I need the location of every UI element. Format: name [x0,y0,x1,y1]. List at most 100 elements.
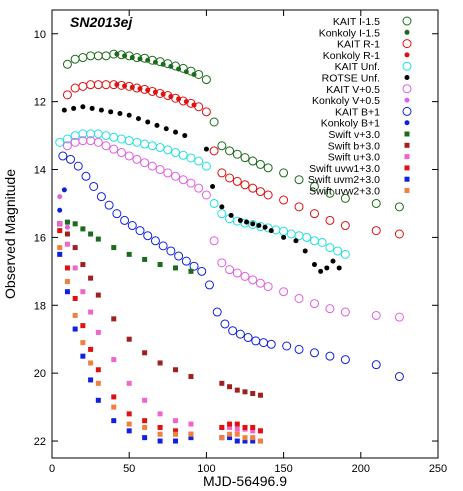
data-point [259,338,269,348]
data-point [95,329,101,335]
data-point [88,377,94,383]
data-point [178,175,188,185]
data-point [225,265,235,275]
axis-ticks: 0 50 100 150 200 250 10 12 14 16 18 20 22 [34,10,447,475]
data-point [281,234,287,240]
data-point [263,163,273,173]
legend-label: KAIT Unf. [335,61,380,73]
data-point [142,424,148,430]
data-point [324,265,330,271]
data-point [163,126,169,132]
legend-marker [404,120,410,126]
data-point [325,304,335,314]
data-point [109,132,119,142]
data-point [174,251,184,261]
data-point [234,421,240,427]
data-point [173,438,179,444]
legend-label: Konkoly V+0.5 [312,95,380,107]
data-point [257,438,263,444]
data-point [340,307,350,317]
data-point [112,209,122,219]
data-point [132,154,142,164]
data-point [98,107,104,113]
data-point [248,275,258,285]
legend-marker [404,142,410,148]
data-point [250,428,256,434]
data-point [340,355,350,365]
y-tick-label: 10 [34,29,46,41]
data-point [176,96,182,102]
data-point [64,231,70,237]
data-point [256,223,262,229]
data-point [268,228,274,234]
legend-marker [402,84,412,94]
x-tick-label: 200 [352,463,370,475]
data-point [251,336,261,346]
data-point [70,54,80,64]
data-point [72,265,78,271]
data-point [158,241,168,251]
data-point [117,111,123,117]
legend-marker [404,176,410,182]
series-group [57,228,263,437]
series-layer [55,49,404,444]
data-point [147,141,157,151]
data-point [232,176,242,186]
data-point [201,190,211,200]
data-point [140,139,150,149]
data-point [311,262,317,268]
data-point [242,435,248,441]
data-point [104,200,114,210]
data-point [80,353,86,359]
data-point [129,55,135,61]
data-point [325,215,335,225]
data-point [209,198,219,208]
data-point [126,380,132,386]
data-point [186,178,196,188]
data-point [217,168,227,178]
data-point [309,236,319,246]
data-point [114,51,120,57]
data-point [80,226,86,232]
series-group [62,80,404,239]
data-point [155,142,165,152]
data-point [262,224,268,230]
y-axis-label: Observed Magnitude [2,169,18,299]
data-point [163,168,173,178]
data-point [109,144,119,154]
data-point [62,90,72,100]
data-point [57,251,63,257]
data-point [80,340,86,346]
data-point [234,438,240,444]
data-point [116,134,126,144]
data-point [135,226,145,236]
data-point [181,256,191,266]
data-point [171,148,181,158]
data-point [61,187,67,193]
legend-marker [402,39,412,49]
data-point [240,153,250,163]
data-point [176,66,182,72]
data-point [371,310,381,320]
data-point [234,387,240,393]
data-point [234,426,240,432]
data-point [173,129,179,135]
data-point [116,148,126,158]
data-point [145,57,151,63]
data-point [86,80,96,90]
data-point [227,435,233,441]
data-point [204,280,214,290]
data-point [227,424,233,430]
data-point [101,51,111,61]
data-point [173,367,179,373]
data-point [309,209,319,219]
data-point [203,146,209,152]
data-point [142,350,148,356]
data-point [282,341,292,351]
legend-label: Swift v+3.0 [328,129,380,141]
legend-label: Swift uvw2+3.0 [309,186,380,198]
data-point [248,183,258,193]
legend-marker [404,188,410,193]
data-point [371,198,381,208]
